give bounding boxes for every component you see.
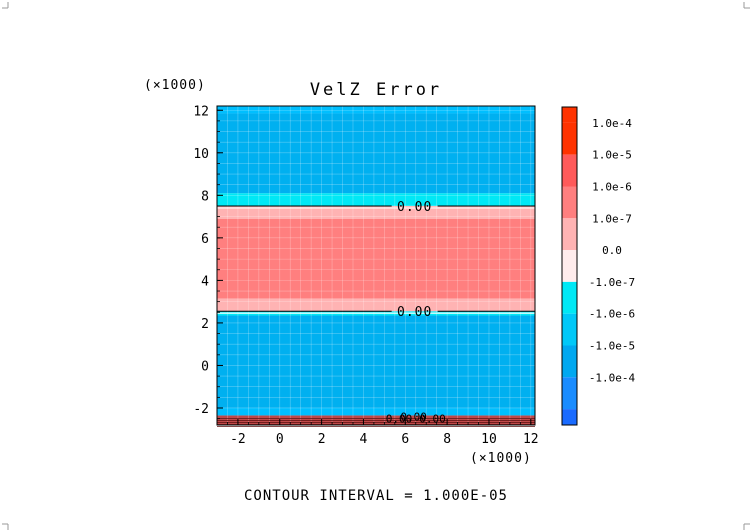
x-tick-label: 12 bbox=[523, 432, 539, 447]
contour-band-1 bbox=[217, 407, 535, 416]
y-tick-label: 0 bbox=[201, 359, 209, 374]
contour-band-4 bbox=[217, 298, 535, 312]
x-axis-ticks: -2 0 2 4 6 8 10 12 bbox=[216, 419, 539, 447]
x-tick-label: 10 bbox=[481, 432, 497, 447]
x-tick-label: 4 bbox=[360, 432, 368, 447]
colorbar-cell-0 bbox=[562, 122, 577, 155]
y-tick-label: 10 bbox=[193, 147, 209, 162]
colorbar-label-8: -1.0e-4 bbox=[589, 371, 636, 384]
contour-band-6 bbox=[217, 205, 535, 219]
contour-interval-text: CONTOUR INTERVAL = 1.000E-05 bbox=[244, 488, 508, 504]
x-multiplier-label: (×1000) bbox=[470, 451, 532, 466]
contour-band-2 bbox=[217, 315, 535, 408]
colorbar-label-5: -1.0e-7 bbox=[589, 276, 635, 289]
plot-frame bbox=[216, 105, 536, 426]
colorbar-cell-3 bbox=[562, 218, 577, 251]
contour-label-1: 0.00 bbox=[397, 305, 432, 320]
bottom-contour-label-2: 0.00 bbox=[419, 413, 446, 426]
colorbar-frame bbox=[561, 106, 578, 426]
bottom-contour-label-1: 0.00 bbox=[400, 411, 427, 424]
colorbar-top-cap bbox=[562, 107, 577, 123]
contour-fill-bands bbox=[217, 106, 535, 425]
colorbar-cell-4 bbox=[562, 250, 577, 282]
contour-lines: 0.000.000.000.000.00 bbox=[217, 200, 535, 428]
x-tick-label: 6 bbox=[401, 432, 409, 447]
x-tick-label: 8 bbox=[443, 432, 451, 447]
colorbar-label-1: 1.0e-5 bbox=[592, 149, 632, 162]
colorbar-label-0: 1.0e-4 bbox=[592, 117, 632, 130]
y-axis-ticks: -2 0 2 4 6 8 10 12 bbox=[193, 104, 223, 420]
colorbar: 1.0e-4 1.0e-5 1.0e-6 1.0e-7 0.0 -1.0e-7 -1.0e-… bbox=[561, 106, 636, 426]
contour-band-5 bbox=[217, 218, 535, 299]
x-tick-label: 0 bbox=[276, 432, 284, 447]
y-tick-label: 2 bbox=[201, 317, 209, 332]
colorbar-cell-8 bbox=[562, 377, 577, 410]
colorbar-label-7: -1.0e-5 bbox=[589, 340, 635, 353]
colorbar-label-3: 1.0e-7 bbox=[592, 212, 632, 225]
colorbar-cell-2 bbox=[562, 186, 577, 219]
y-multiplier-label: (×1000) bbox=[144, 78, 206, 93]
contour-band-8 bbox=[217, 113, 535, 194]
colorbar-cell-6 bbox=[562, 313, 577, 346]
x-tick-label: -2 bbox=[230, 432, 246, 447]
colorbar-cell-5 bbox=[562, 281, 577, 314]
y-tick-label: -2 bbox=[193, 402, 209, 417]
y-tick-label: 6 bbox=[201, 232, 209, 247]
contour-band-0 bbox=[217, 415, 535, 425]
contour-band-7 bbox=[217, 193, 535, 206]
colorbar-bottom-cap bbox=[562, 409, 577, 425]
colorbar-label-4: 0.0 bbox=[602, 244, 622, 257]
chart-title: VelZ Error bbox=[310, 80, 442, 100]
contour-label-0: 0.00 bbox=[397, 200, 432, 215]
colorbar-cell-7 bbox=[562, 345, 577, 378]
y-tick-label: 4 bbox=[201, 274, 209, 289]
y-tick-label: 8 bbox=[201, 189, 209, 204]
colorbar-label-6: -1.0e-6 bbox=[589, 308, 635, 321]
colorbar-label-2: 1.0e-6 bbox=[592, 181, 632, 194]
y-tick-label: 12 bbox=[193, 104, 209, 119]
x-tick-label: 2 bbox=[318, 432, 326, 447]
contour-band-9 bbox=[217, 106, 535, 114]
colorbar-cell-1 bbox=[562, 154, 577, 187]
